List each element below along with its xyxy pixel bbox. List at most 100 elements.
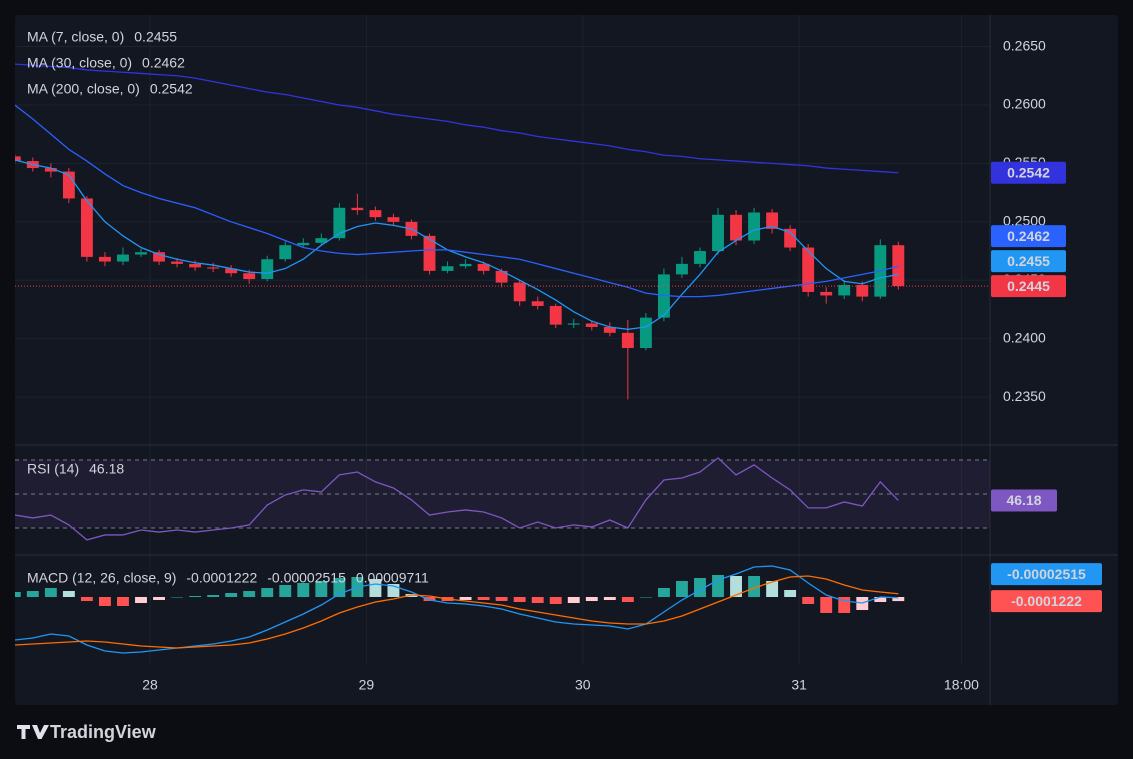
price-tag — [991, 250, 1066, 273]
macd-histogram-bar — [423, 597, 436, 601]
candle-body — [423, 235, 436, 271]
brand-logo — [17, 725, 49, 739]
price-tag-label: 0.2542 — [1007, 164, 1050, 180]
rsi-pane — [15, 457, 990, 541]
candle-body — [44, 168, 57, 172]
price-tag-label: 0.2455 — [1007, 253, 1050, 269]
candle-body — [333, 207, 346, 239]
moving-average-line — [15, 104, 899, 298]
candle-body — [351, 207, 364, 211]
candle-body — [117, 254, 129, 262]
moving-average-line — [15, 159, 899, 330]
legend-text: RSI (14) — [27, 461, 79, 477]
moving-average-line — [15, 63, 899, 174]
macd-histogram-bar — [135, 597, 147, 603]
x-tick-label: 30 — [575, 677, 591, 693]
candle-body — [99, 256, 111, 262]
legend-text: -0.00002515 — [267, 570, 346, 586]
macd-histogram-bar — [585, 597, 598, 601]
candle-body — [766, 212, 779, 229]
candle-body — [261, 259, 274, 280]
candle-body — [15, 156, 21, 162]
candle-body — [189, 263, 202, 268]
candle-body — [748, 212, 761, 241]
x-tick-label: 31 — [791, 677, 807, 693]
candle-body — [387, 217, 400, 222]
macd-histogram-bar — [603, 597, 616, 600]
candle-body — [675, 263, 688, 275]
candle-body — [315, 238, 328, 243]
macd-histogram-bar — [225, 593, 238, 597]
macd-histogram-bar — [495, 597, 508, 601]
price-tag — [991, 161, 1066, 184]
macd-histogram-bar — [62, 591, 75, 597]
candle-body — [712, 214, 724, 252]
price-tag-label: 0.2462 — [1007, 228, 1050, 244]
candle-body — [730, 214, 742, 241]
price-pane — [15, 63, 990, 400]
price-tag — [991, 590, 1102, 613]
legend-text: MA (200, close, 0) — [27, 81, 140, 97]
macd-histogram-bar — [333, 578, 346, 597]
x-tick-label: 28 — [142, 677, 158, 693]
candle-body — [279, 245, 292, 260]
candle-body — [80, 198, 93, 257]
macd-histogram-bar — [766, 581, 779, 597]
y-tick-label: 0.2500 — [1003, 213, 1046, 229]
macd-histogram-bar — [621, 597, 634, 602]
macd-histogram-bar — [567, 597, 580, 603]
candle-body — [153, 252, 165, 262]
candle-body — [603, 326, 616, 333]
grid-layer — [15, 15, 990, 665]
legend-text: 46.18 — [89, 461, 124, 477]
y-tick-label: 0.2350 — [1003, 388, 1046, 404]
legend-text: 0.2455 — [134, 29, 177, 45]
candle-body — [820, 291, 833, 296]
candle-body — [585, 323, 598, 327]
macd-line — [15, 565, 899, 654]
macd-line — [15, 575, 899, 649]
macd-histogram-bar — [243, 591, 256, 597]
macd-histogram-bar — [639, 597, 652, 598]
candle-body — [531, 301, 544, 306]
brand-name: TradingView — [50, 722, 157, 742]
macd-histogram-bar — [675, 581, 688, 597]
macd-histogram-bar — [784, 590, 797, 597]
candle-body — [567, 323, 580, 325]
macd-histogram-bar — [80, 597, 93, 601]
candle-body — [784, 228, 797, 248]
y-tick-label: 0.2400 — [1003, 329, 1046, 345]
macd-histogram-bar — [171, 597, 184, 598]
macd-histogram-bar — [730, 576, 742, 597]
price-tag — [991, 563, 1102, 586]
candle-body — [62, 171, 75, 199]
macd-histogram-bar — [712, 575, 724, 597]
x-tick-label: 18:00 — [944, 677, 979, 693]
candle-body — [441, 266, 454, 271]
candle-body — [171, 261, 184, 264]
chart-background — [15, 15, 1118, 705]
candle-body — [135, 252, 147, 255]
macd-histogram-bar — [153, 597, 165, 600]
price-tag-label: -0.0001222 — [1011, 593, 1082, 609]
candle-body — [207, 267, 220, 269]
y-tick-label: 0.2600 — [1003, 96, 1046, 112]
legend-text: -0.0001222 — [186, 570, 257, 586]
macd-histogram-bar — [99, 597, 111, 606]
price-tag — [991, 225, 1066, 248]
price-tag — [991, 275, 1066, 298]
y-tick-label: 0.2650 — [1003, 37, 1046, 53]
macd-histogram-bar — [748, 576, 761, 597]
candle-body — [477, 263, 490, 271]
macd-histogram-bar — [207, 595, 220, 597]
macd-histogram-bar — [315, 581, 328, 597]
macd-histogram-bar — [657, 588, 670, 597]
macd-histogram-bar — [279, 585, 292, 597]
legend-text: MA (7, close, 0) — [27, 29, 124, 45]
candle-body — [838, 284, 851, 296]
legend-text: 0.2462 — [142, 55, 185, 71]
candle-body — [621, 332, 634, 349]
macd-histogram-bar — [261, 588, 274, 597]
macd-histogram-bar — [892, 597, 905, 602]
x-tick-label: 29 — [359, 677, 375, 693]
